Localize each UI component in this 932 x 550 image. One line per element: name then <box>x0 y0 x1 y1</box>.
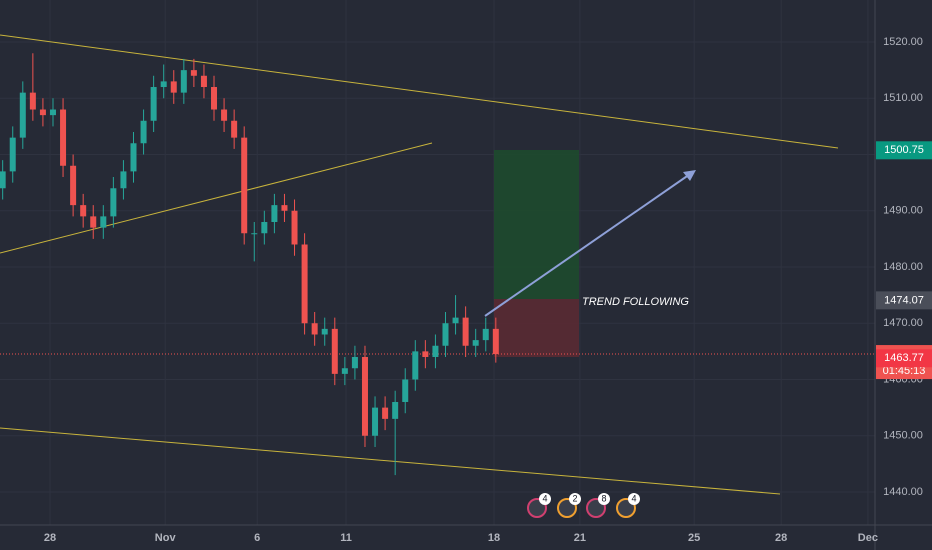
candle-body <box>422 351 429 357</box>
event-count: 2 <box>572 493 577 503</box>
price-label-box <box>876 349 932 368</box>
candle-body <box>110 188 117 217</box>
x-tick-label: Nov <box>155 532 177 544</box>
x-tick-label: 21 <box>574 532 586 544</box>
candle-body <box>361 356 368 436</box>
price-label: 1463.77 <box>884 352 924 364</box>
y-tick-label: 1510.00 <box>883 92 923 104</box>
arrow-head <box>683 170 696 181</box>
candle-body <box>331 328 338 374</box>
candle-body <box>271 205 278 223</box>
candle-body <box>482 328 489 341</box>
candle-body <box>60 109 67 166</box>
candle-body <box>321 328 328 335</box>
candle-body <box>452 317 459 324</box>
candle-body <box>39 109 46 116</box>
target-zone <box>494 150 579 299</box>
candle-body <box>301 244 308 324</box>
y-tick-label: 1480.00 <box>883 261 923 273</box>
candle-body <box>261 222 268 234</box>
price-label: 1474.07 <box>884 294 924 306</box>
event-count-bg <box>539 493 551 505</box>
candle-body <box>70 165 77 206</box>
candle-body <box>150 87 157 121</box>
candle-body <box>241 137 248 234</box>
event-count-bg <box>628 493 640 505</box>
candle-body <box>100 216 107 228</box>
candle-body <box>382 407 389 419</box>
candle-body <box>221 109 228 121</box>
x-tick-label: 28 <box>775 532 787 544</box>
event-count-bg <box>598 493 610 505</box>
x-tick-label: 28 <box>44 532 56 544</box>
price-label-box <box>876 141 932 160</box>
candle-body <box>90 216 97 228</box>
x-tick-label: 6 <box>254 532 260 544</box>
events: 4 2 8 4 <box>527 493 640 518</box>
candle-body <box>0 171 6 189</box>
candle-body <box>200 75 207 88</box>
candle-body <box>29 92 36 110</box>
y-tick-label: 1490.00 <box>883 205 923 217</box>
candle-body <box>140 120 147 144</box>
annotation: TREND FOLLOWING <box>582 296 689 308</box>
event-count-bg <box>569 493 581 505</box>
candle-body <box>351 356 358 369</box>
candle-body <box>311 323 318 335</box>
trend-line <box>0 427 781 495</box>
candle-body <box>190 70 197 76</box>
countdown: 01:45:13 <box>883 365 926 377</box>
candle-body <box>160 81 167 88</box>
y-tick-label: 1450.00 <box>883 430 923 442</box>
x-tick-label: Dec <box>858 532 878 544</box>
candles <box>0 53 499 476</box>
candle-body <box>19 92 26 138</box>
x-tick-label: 18 <box>488 532 500 544</box>
grid <box>0 0 875 525</box>
trend-line <box>0 34 839 149</box>
candle-body <box>442 323 449 346</box>
candle-body <box>49 109 56 116</box>
candle-body <box>211 87 218 110</box>
price-label-box <box>876 291 932 310</box>
candle-body <box>492 328 499 355</box>
candle-body <box>402 379 409 402</box>
candle-body <box>432 345 439 357</box>
candle-body <box>9 137 16 172</box>
candle-body <box>180 70 187 93</box>
candle-body <box>281 205 288 211</box>
candle-body <box>412 351 419 380</box>
trend-line <box>0 142 433 254</box>
candle-body <box>341 368 348 374</box>
event-count: 4 <box>631 493 636 503</box>
candle-body <box>462 317 469 346</box>
event-count: 8 <box>601 493 606 503</box>
axis: 1440.001450.001460.001470.001480.001490.… <box>44 36 932 544</box>
event-count: 4 <box>542 493 547 503</box>
y-tick-label: 1470.00 <box>883 317 923 329</box>
candle-body <box>130 143 137 172</box>
x-tick-label: 11 <box>340 532 352 544</box>
candle-body <box>120 171 127 189</box>
candle-body <box>170 81 177 93</box>
candle-body <box>472 340 479 346</box>
arrow-line <box>484 171 694 317</box>
candle-body <box>392 401 399 419</box>
candle-body <box>291 210 298 245</box>
candle-body <box>80 205 87 217</box>
stop-zone <box>494 299 579 357</box>
candle-body <box>372 407 379 436</box>
y-tick-label: 1440.00 <box>883 486 923 498</box>
candle-body <box>251 233 258 235</box>
price-label: 1500.75 <box>884 144 924 156</box>
x-tick-label: 25 <box>688 532 700 544</box>
candle-body <box>231 120 238 138</box>
y-tick-label: 1520.00 <box>883 36 923 48</box>
